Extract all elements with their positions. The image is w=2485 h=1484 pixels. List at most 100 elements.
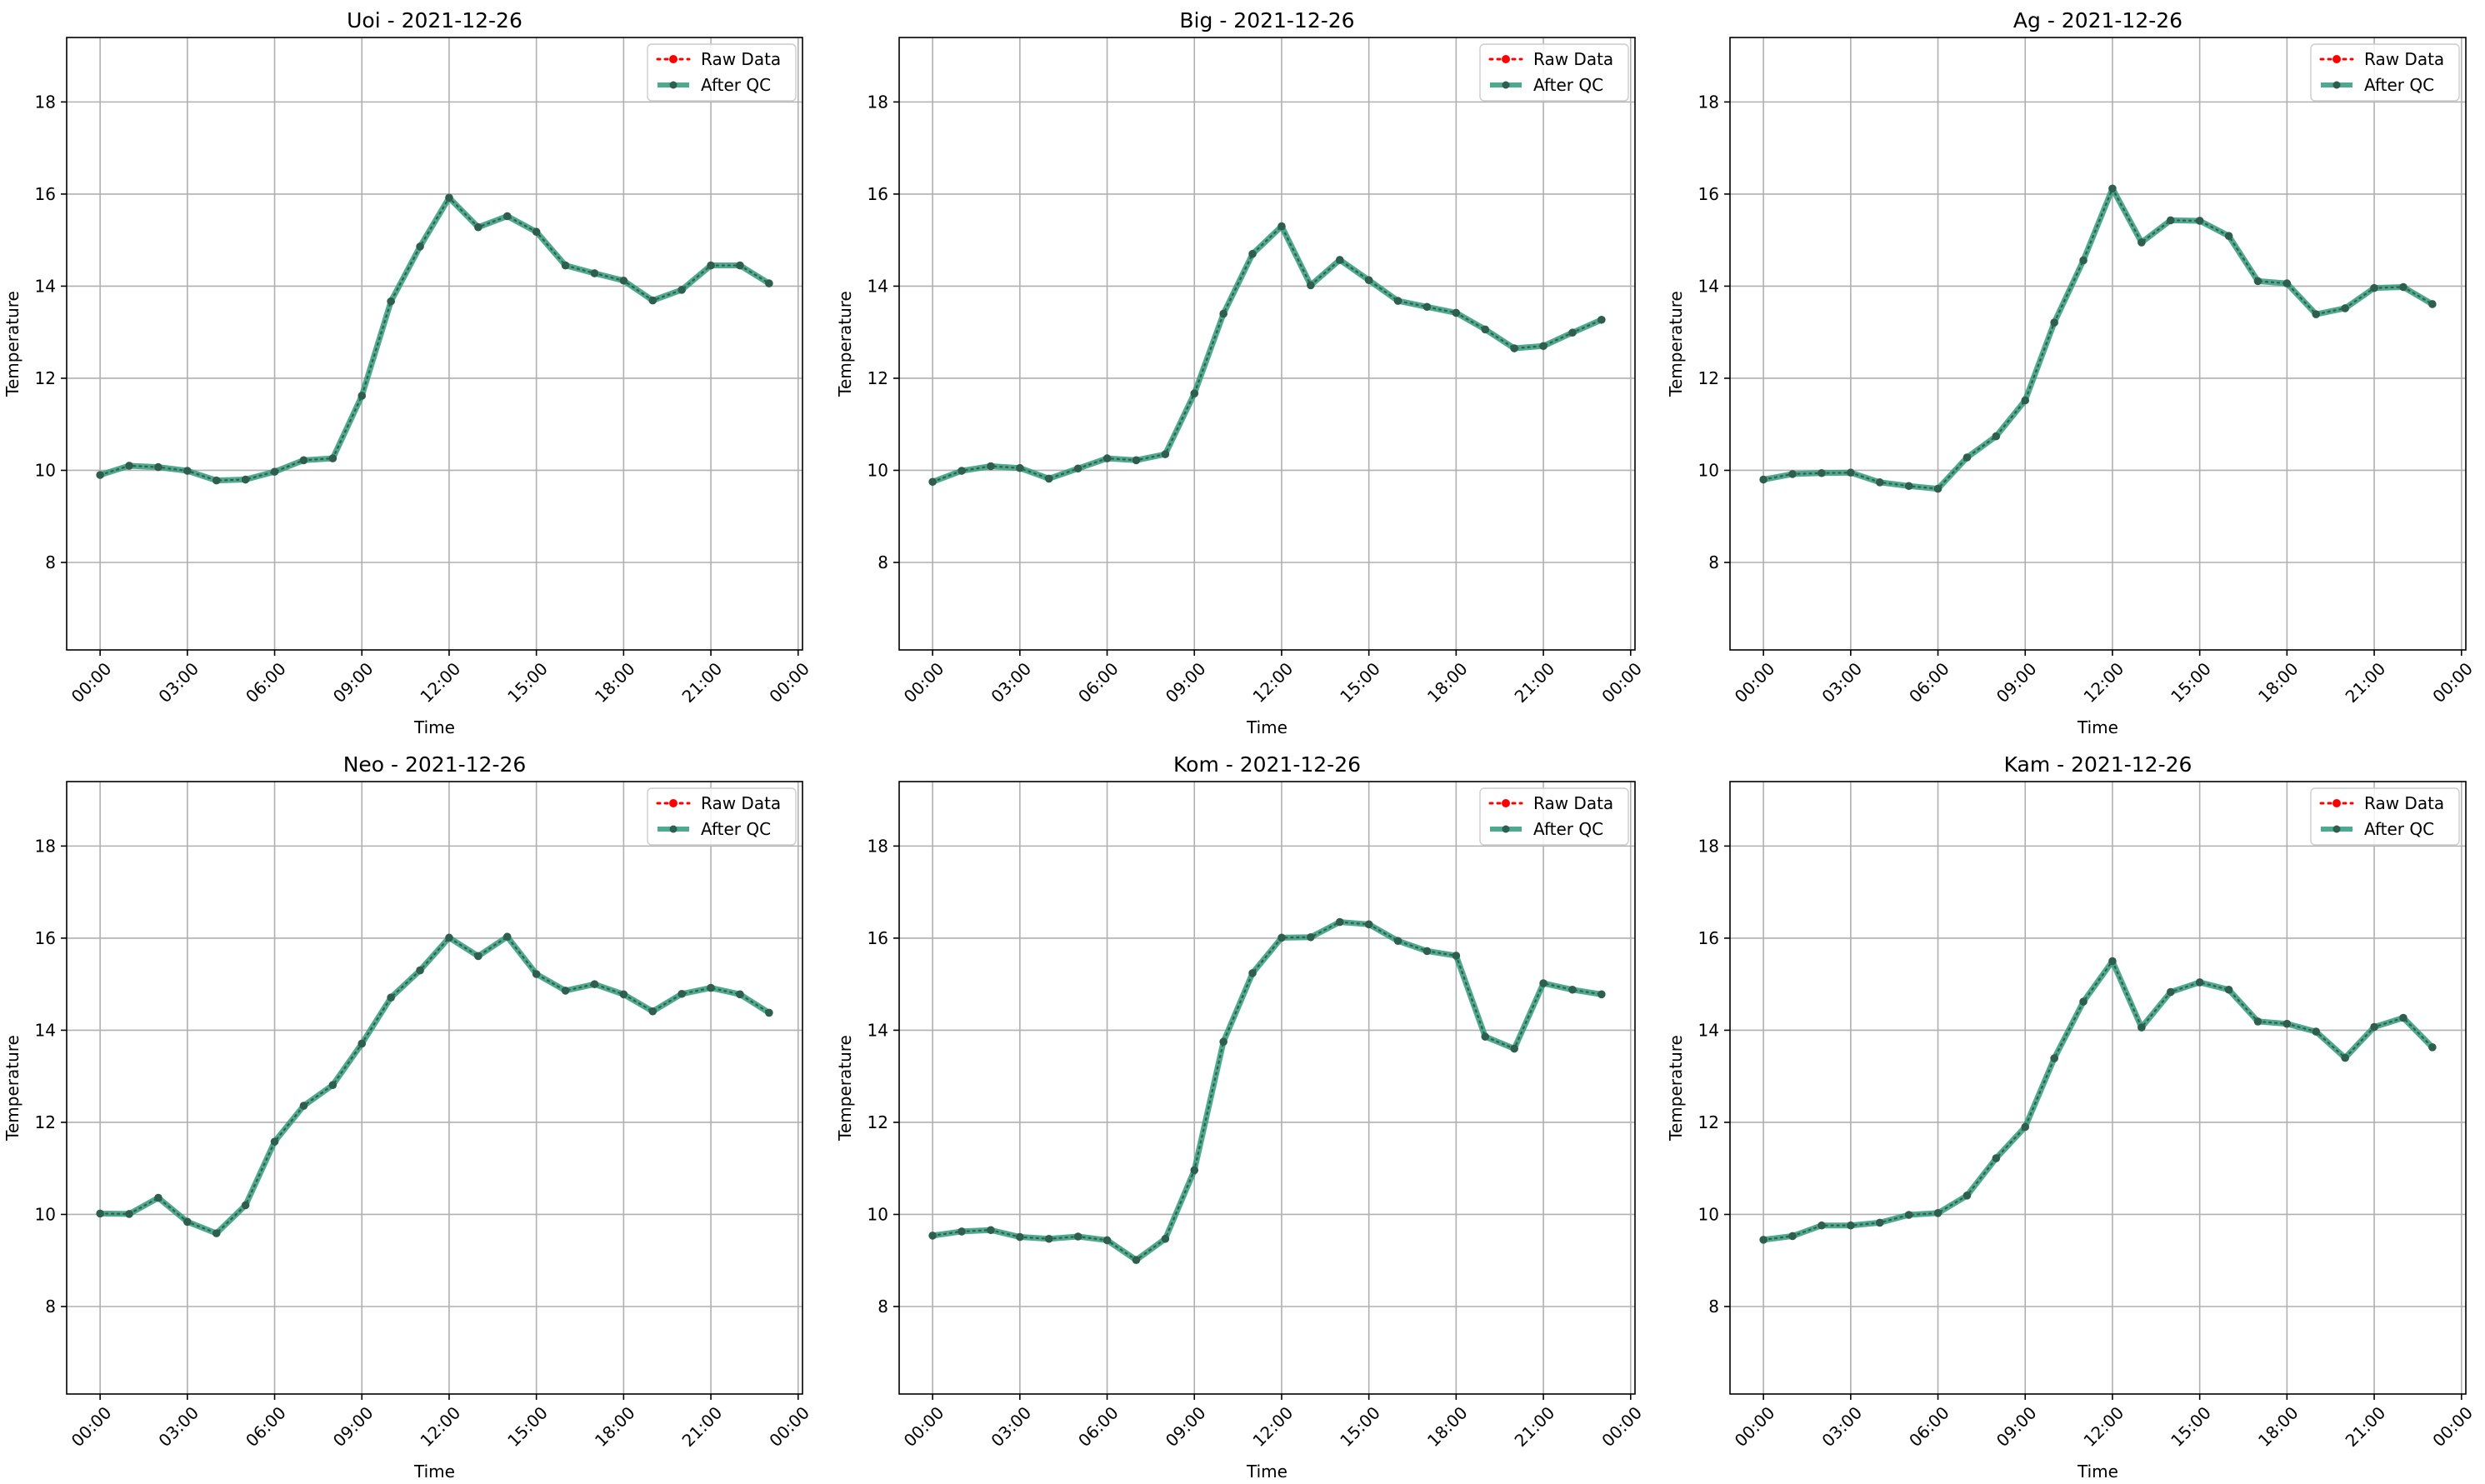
data-point	[1161, 1234, 1170, 1243]
y-tick-label: 8	[1708, 552, 1719, 572]
data-point	[561, 261, 570, 270]
x-tick-label: 15:00	[2167, 658, 2215, 707]
data-point	[1102, 1236, 1112, 1245]
data-point	[2021, 1122, 2030, 1132]
y-tick-label: 18	[868, 92, 888, 112]
legend: Raw Data After QC	[1479, 43, 1629, 102]
x-tick-label: 03:00	[987, 658, 1035, 707]
data-point	[958, 467, 966, 475]
data-point	[736, 990, 744, 999]
data-point	[416, 966, 424, 975]
data-point	[1190, 389, 1199, 397]
data-point	[619, 990, 628, 999]
data-point	[241, 1201, 250, 1210]
x-tick-label: 03:00	[1818, 1402, 1866, 1451]
x-tick-label: 09:00	[329, 658, 378, 707]
axes-frame	[898, 37, 1636, 651]
x-tick-label: 03:00	[987, 1402, 1035, 1451]
x-tick-label: 21:00	[2342, 658, 2390, 707]
data-point	[1568, 328, 1577, 337]
x-tick-label: 06:00	[1074, 658, 1122, 707]
data-point	[328, 1081, 338, 1089]
data-point	[502, 212, 512, 221]
data-point	[2253, 1017, 2262, 1026]
legend-label-raw: Raw Data	[2364, 793, 2444, 813]
data-point	[1788, 1232, 1797, 1241]
data-point	[2224, 232, 2233, 240]
legend: Raw Data After QC	[1479, 787, 1629, 846]
data-point	[1132, 1256, 1141, 1264]
x-tick-label: 09:00	[1162, 1402, 1210, 1451]
series-line-raw-data	[1762, 959, 2433, 1241]
x-tick-label: 18:00	[1423, 658, 1472, 707]
data-point	[928, 1232, 937, 1240]
data-point	[1818, 468, 1826, 477]
data-point	[1933, 484, 1942, 493]
legend-marker-qc	[669, 81, 678, 89]
legend-label-raw: Raw Data	[2364, 49, 2444, 69]
data-point	[1539, 342, 1548, 351]
x-tick-label: 15:00	[1336, 1402, 1384, 1451]
y-tick-label: 8	[1708, 1297, 1719, 1317]
data-point	[1818, 1221, 1826, 1230]
x-tick-label: 03:00	[154, 658, 202, 707]
x-axis-label: Time	[1246, 717, 1288, 737]
data-point	[958, 1227, 966, 1236]
axes-frame	[66, 37, 803, 651]
data-point	[1364, 276, 1373, 285]
data-point	[1016, 1232, 1024, 1242]
data-point	[328, 454, 338, 462]
data-point	[1481, 325, 1490, 334]
x-tick-label: 15:00	[503, 1402, 552, 1451]
data-point	[1248, 969, 1257, 977]
x-tick-label: 09:00	[1992, 1402, 2041, 1451]
subplot-title: Kam - 2021-12-26	[2004, 752, 2192, 777]
data-point	[1102, 454, 1112, 462]
data-point	[1393, 937, 1402, 946]
data-point	[2138, 1023, 2146, 1032]
data-point	[1307, 932, 1315, 942]
data-point	[1904, 482, 1913, 491]
data-point	[2050, 1054, 2058, 1062]
subplot-2: 00:00 03:00 06:00 09:00 12:00 15:00 18:00 21:00…	[1666, 8, 2477, 737]
series-line-after-qc	[931, 223, 1603, 485]
x-tick-label: 15:00	[2167, 1402, 2215, 1451]
data-point	[2312, 1027, 2321, 1036]
data-point	[987, 1226, 995, 1235]
x-tick-label: 00:00	[765, 1402, 813, 1451]
x-axis-label: Time	[1246, 1462, 1288, 1482]
y-axis-label: Temperature	[1666, 1035, 1686, 1142]
data-point	[183, 467, 192, 475]
data-point	[502, 932, 512, 942]
subplot-1: 00:00 03:00 06:00 09:00 12:00 15:00 18:00 21:00…	[835, 8, 1646, 737]
x-tick-label: 18:00	[591, 658, 639, 707]
x-tick-label: 15:00	[503, 658, 552, 707]
series-line-raw-data	[99, 196, 770, 482]
data-point	[1219, 309, 1228, 318]
data-point	[1132, 456, 1141, 465]
y-tick-label: 8	[878, 1297, 888, 1317]
data-point	[125, 1210, 133, 1218]
subplot-4: 00:00 03:00 06:00 09:00 12:00 15:00 18:00 21:00…	[835, 752, 1646, 1482]
data-point	[1847, 468, 1855, 477]
y-axis-label: Temperature	[835, 1035, 855, 1142]
data-point	[2079, 256, 2088, 265]
data-point	[2138, 238, 2146, 247]
y-tick-label: 16	[868, 928, 888, 948]
data-point	[2108, 184, 2117, 193]
data-point	[1335, 256, 1344, 264]
legend-marker-qc	[1502, 81, 1510, 89]
subplot-title: Neo - 2021-12-26	[343, 752, 527, 777]
data-point	[1962, 1192, 1972, 1200]
data-point	[2253, 277, 2262, 286]
data-point	[1759, 475, 1768, 484]
x-axis-label: Time	[2077, 1462, 2118, 1482]
x-tick-label: 18:00	[2254, 658, 2302, 707]
data-point	[1278, 222, 1286, 231]
series-line-after-qc	[1762, 185, 2434, 492]
legend-label-raw: Raw Data	[1533, 49, 1613, 69]
data-point	[474, 952, 482, 961]
data-point	[212, 1229, 221, 1237]
x-tick-label: 00:00	[900, 658, 948, 707]
y-tick-label: 10	[868, 1204, 888, 1224]
